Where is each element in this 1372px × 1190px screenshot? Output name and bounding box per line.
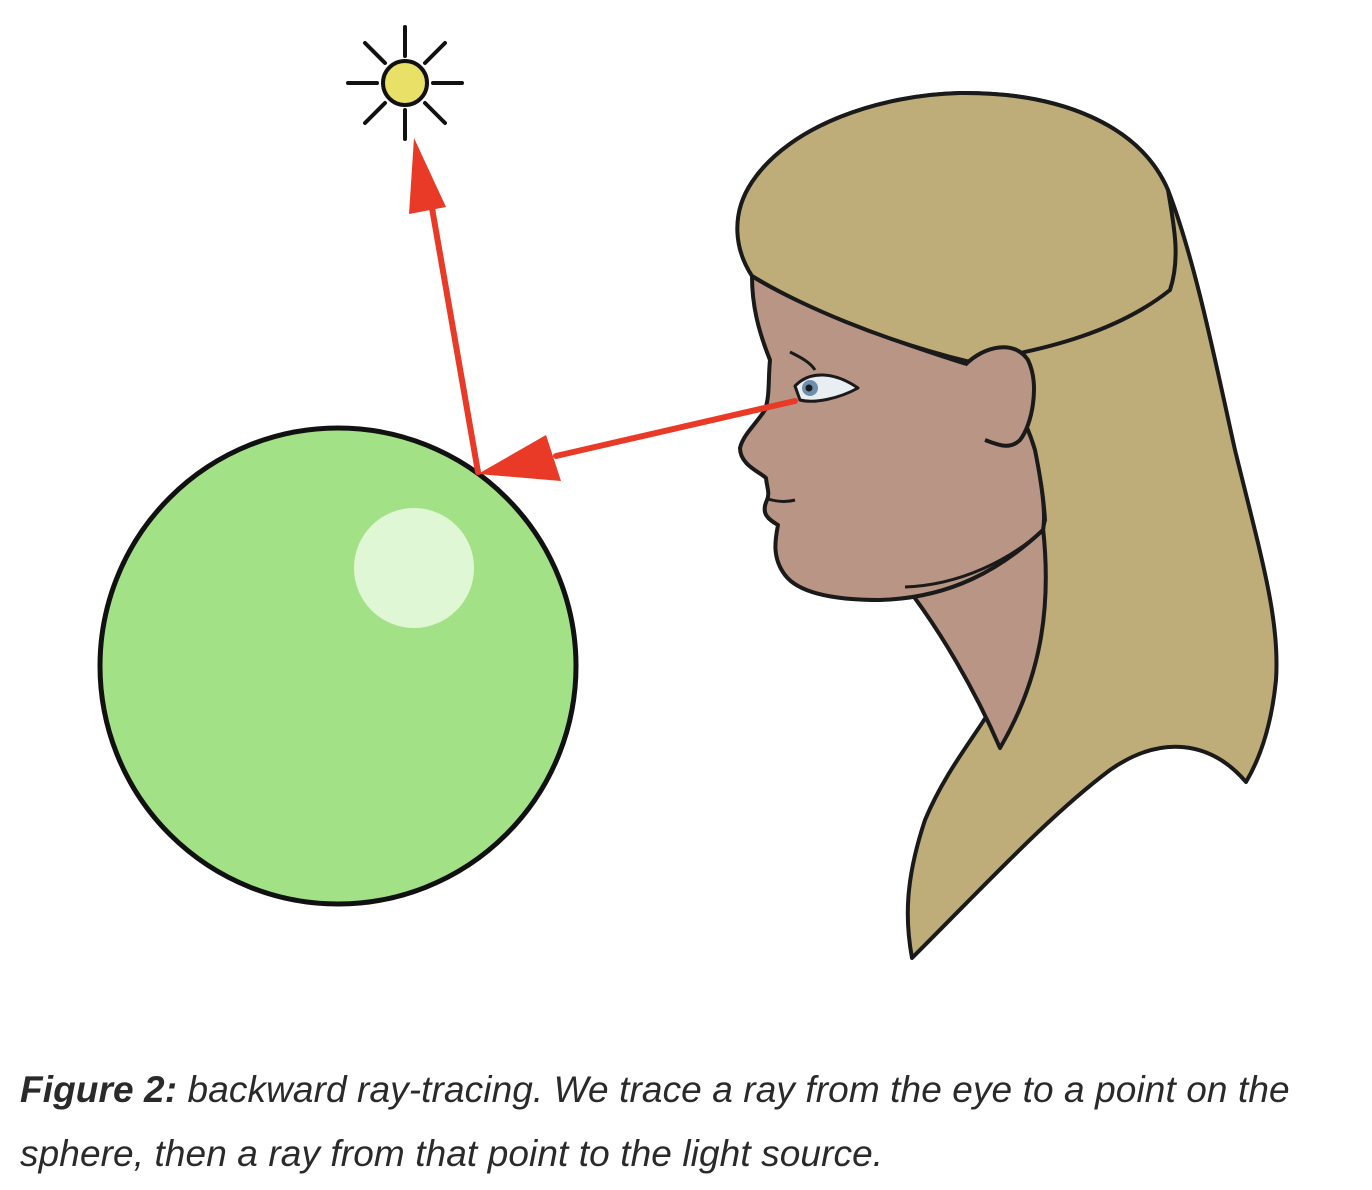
person-head-icon	[735, 90, 1279, 960]
hair-front	[735, 90, 1178, 364]
ray-eye-to-sphere-arrowhead	[478, 435, 561, 481]
illustration	[97, 25, 1279, 960]
jaw-line	[904, 528, 1045, 589]
sphere-body	[97, 425, 579, 907]
sun-icon	[346, 25, 464, 141]
ray-eye-to-sphere	[553, 398, 798, 459]
sphere-highlight	[354, 508, 474, 628]
ray-sphere-to-light-arrowhead	[409, 138, 446, 214]
sphere-icon	[97, 425, 579, 907]
ray-sphere-to-light	[429, 205, 481, 475]
figure-caption: Figure 2: backward ray-tracing. We trace…	[20, 1058, 1355, 1186]
sun-disc	[381, 59, 429, 107]
mouth	[767, 497, 796, 503]
rays	[409, 138, 798, 481]
eyebrow	[789, 350, 817, 371]
eye-pupil	[805, 384, 813, 392]
ear	[963, 345, 1036, 448]
caption-text: backward ray-tracing. We trace a ray fro…	[20, 1069, 1290, 1174]
figure-label: Figure 2:	[20, 1069, 178, 1110]
